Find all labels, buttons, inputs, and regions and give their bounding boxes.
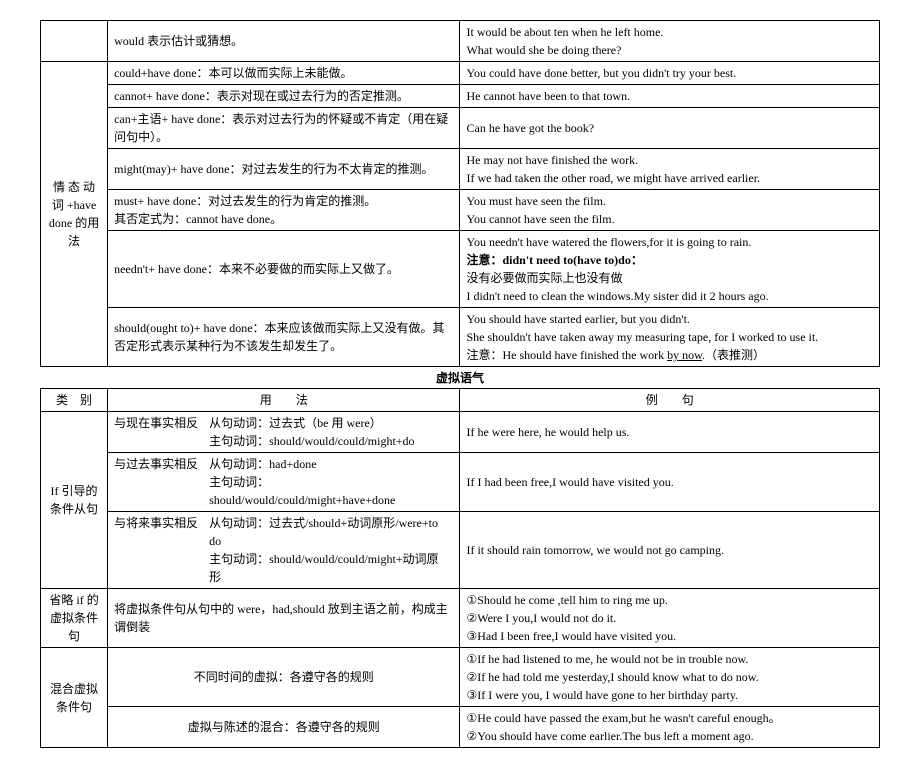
usage-cell: needn't+ have done：本来不必要做的而实际上又做了。 xyxy=(108,231,460,308)
subjunctive-table: 类 别用 法例 句 If 引导的条件从句与现在事实相反从句动词：过去式（be 用 … xyxy=(40,388,880,748)
example-cell: He cannot have been to that town. xyxy=(460,85,880,108)
usage-cell: could+have done：本可以做而实际上未能做。 xyxy=(108,62,460,85)
example-cell: Can he have got the book? xyxy=(460,108,880,149)
category-cell: 省略 if 的虚拟条件句 xyxy=(41,589,108,648)
usage-cell: must+ have done：对过去发生的行为肯定的推测。其否定式为：cann… xyxy=(108,190,460,231)
empty-cell xyxy=(41,21,108,62)
section-title-subjunctive: 虚拟语气 xyxy=(40,367,880,388)
header-cell: 用 法 xyxy=(108,389,460,412)
usage-cell: 与过去事实相反从句动词：had+done主句动词：should/would/co… xyxy=(108,453,460,512)
category-cell: 情 态 动 词 +have done 的用法 xyxy=(41,62,108,367)
usage-cell: might(may)+ have done：对过去发生的行为不太肯定的推测。 xyxy=(108,149,460,190)
example-cell: He may not have finished the work.If we … xyxy=(460,149,880,190)
example-cell: You needn't have watered the flowers,for… xyxy=(460,231,880,308)
example-cell: If I had been free,I would have visited … xyxy=(460,453,880,512)
header-cell: 类 别 xyxy=(41,389,108,412)
modal-verbs-table: would 表示估计或猜想。It would be about ten when… xyxy=(40,20,880,367)
example-cell: You could have done better, but you didn… xyxy=(460,62,880,85)
example-cell: ①Should he come ,tell him to ring me up.… xyxy=(460,589,880,648)
usage-cell: should(ought to)+ have done：本来应该做而实际上又没有… xyxy=(108,308,460,367)
usage-cell: can+主语+ have done：表示对过去行为的怀疑或不肯定（用在疑问句中）… xyxy=(108,108,460,149)
usage-cell: 与将来事实相反从句动词：过去式/should+动词原形/were+to do主句… xyxy=(108,512,460,589)
example-cell: You should have started earlier, but you… xyxy=(460,308,880,367)
usage-cell: 不同时间的虚拟：各遵守各的规则 xyxy=(108,648,460,707)
usage-cell: 将虚拟条件句从句中的 were，had,should 放到主语之前，构成主谓倒装 xyxy=(108,589,460,648)
example-cell: You must have seen the film.You cannot h… xyxy=(460,190,880,231)
example-cell: If it should rain tomorrow, we would not… xyxy=(460,512,880,589)
usage-cell: 虚拟与陈述的混合：各遵守各的规则 xyxy=(108,707,460,748)
header-cell: 例 句 xyxy=(460,389,880,412)
example-cell: ①He could have passed the exam,but he wa… xyxy=(460,707,880,748)
example-cell: It would be about ten when he left home.… xyxy=(460,21,880,62)
category-cell: 混合虚拟条件句 xyxy=(41,648,108,748)
usage-cell: cannot+ have done：表示对现在或过去行为的否定推测。 xyxy=(108,85,460,108)
usage-cell: 与现在事实相反从句动词：过去式（be 用 were）主句动词：should/wo… xyxy=(108,412,460,453)
example-cell: ①If he had listened to me, he would not … xyxy=(460,648,880,707)
example-cell: If he were here, he would help us. xyxy=(460,412,880,453)
usage-cell: would 表示估计或猜想。 xyxy=(108,21,460,62)
category-cell: If 引导的条件从句 xyxy=(41,412,108,589)
